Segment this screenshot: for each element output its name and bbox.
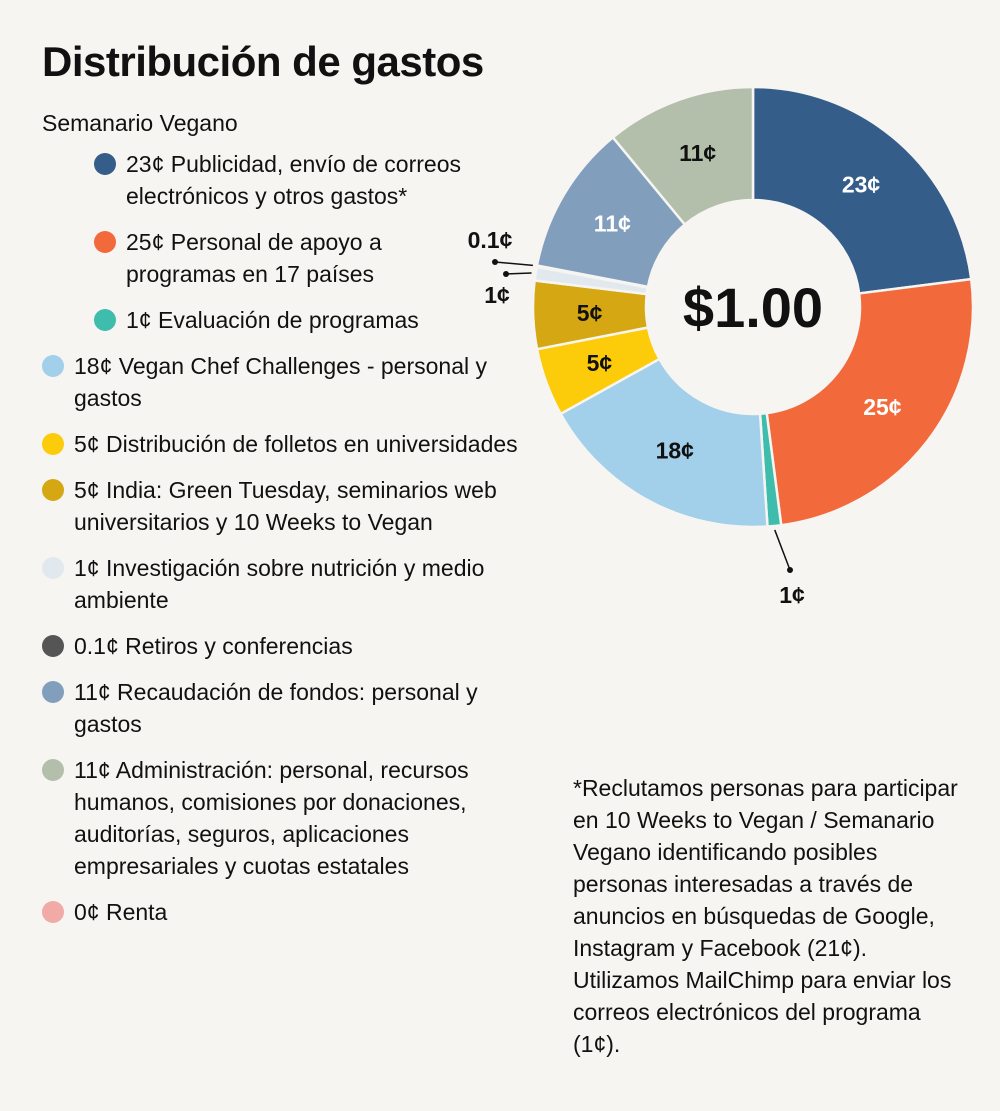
center-label: $1.00 [683, 276, 823, 339]
footnote: *Reclutamos personas para participar en … [573, 775, 958, 1057]
slice-label: 11¢ [679, 140, 716, 166]
slice-label: 23¢ [842, 171, 881, 197]
legend-label: 11¢ Recaudación de fondos: personal y ga… [74, 679, 478, 737]
donut-chart: 23¢ 25¢ 1¢ 18¢ 5¢ 5¢ 1¢ 0.1¢ 11¢ 11¢ $1.00 [468, 85, 975, 608]
slice-label: 1¢ [484, 282, 510, 308]
legend-label: 23¢ Publicidad, envío de correos electró… [126, 151, 461, 209]
legend-item: 11¢ Recaudación de fondos: personal y ga… [42, 676, 542, 740]
legend-item: 5¢ India: Green Tuesday, seminarios web … [42, 474, 554, 538]
callout-line [505, 272, 532, 275]
legend-swatch [94, 231, 116, 253]
callout-dot [787, 567, 793, 573]
legend-item: 25¢ Personal de apoyo a programas en 17 … [94, 226, 486, 290]
legend-item: 23¢ Publicidad, envío de correos electró… [94, 148, 486, 212]
callout-line [494, 261, 533, 267]
legend-label: 25¢ Personal de apoyo a programas en 17 … [126, 229, 382, 287]
legend-swatch [94, 153, 116, 175]
legend: 23¢ Publicidad, envío de correos electró… [42, 148, 542, 942]
legend-item: 11¢ Administración: personal, recursos h… [42, 754, 542, 882]
legend-label: 5¢ India: Green Tuesday, seminarios web … [74, 477, 497, 535]
legend-item: 18¢ Vegan Chef Challenges - personal y g… [42, 350, 542, 414]
legend-label: 0¢ Renta [74, 899, 168, 925]
legend-item: 5¢ Distribución de folletos en universid… [42, 428, 542, 460]
slice-label: 25¢ [863, 394, 902, 420]
legend-label: 18¢ Vegan Chef Challenges - personal y g… [74, 353, 488, 411]
slice-1 [765, 277, 975, 527]
group-label: Semanario Vegano [42, 110, 238, 136]
slice-9 [611, 85, 755, 227]
slice-0 [751, 85, 973, 295]
callout-dot [503, 271, 509, 277]
legend-item: 0.1¢ Retiros y conferencias [42, 630, 542, 662]
legend-swatch [42, 433, 64, 455]
legend-label: 1¢ Investigación sobre nutrición y medio… [74, 555, 485, 613]
legend-label: 0.1¢ Retiros y conferencias [74, 633, 353, 659]
callout-line [774, 529, 791, 571]
legend-item: 1¢ Evaluación de programas [94, 304, 486, 336]
legend-swatch [42, 759, 64, 781]
legend-swatch [42, 479, 64, 501]
slice-3 [558, 357, 769, 529]
legend-swatch [42, 355, 64, 377]
legend-swatch [42, 681, 64, 703]
slice-label: 5¢ [577, 300, 603, 326]
slice-label: 0.1¢ [468, 227, 513, 253]
slice-label: 5¢ [587, 350, 613, 376]
legend-swatch [42, 901, 64, 923]
legend-swatch [42, 635, 64, 657]
legend-label: 5¢ Distribución de folletos en universid… [74, 431, 518, 457]
callout-dot [492, 259, 498, 265]
legend-item: 0¢ Renta [42, 896, 542, 928]
legend-label: 1¢ Evaluación de programas [126, 307, 419, 333]
slice-label: 11¢ [594, 211, 631, 237]
slice-label: 1¢ [779, 582, 805, 608]
legend-swatch [94, 309, 116, 331]
slice-label: 18¢ [656, 438, 695, 464]
chart-title: Distribución de gastos [42, 38, 484, 85]
legend-item: 1¢ Investigación sobre nutrición y medio… [42, 552, 542, 616]
legend-label: 11¢ Administración: personal, recursos h… [74, 757, 469, 879]
legend-swatch [42, 557, 64, 579]
